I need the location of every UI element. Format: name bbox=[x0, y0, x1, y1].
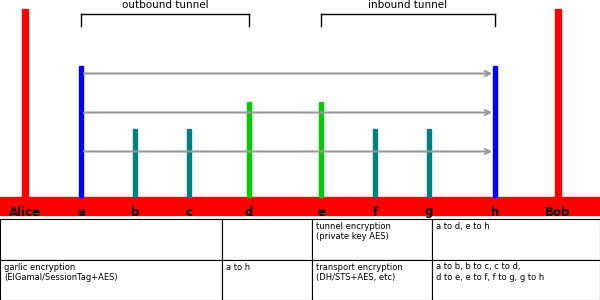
Text: c: c bbox=[185, 206, 193, 218]
Text: outbound tunnel: outbound tunnel bbox=[122, 1, 208, 10]
Text: a to b, b to c, c to d,
d to e, e to f, f to g, g to h: a to b, b to c, c to d, d to e, e to f, … bbox=[436, 262, 544, 282]
Bar bbox=[432, 260, 600, 300]
Bar bbox=[0, 219, 222, 260]
Bar bbox=[22, 9, 28, 196]
Bar bbox=[222, 260, 312, 300]
Text: h: h bbox=[491, 206, 499, 218]
Text: transport encryption
(DH/STS+AES, etc): transport encryption (DH/STS+AES, etc) bbox=[316, 262, 403, 282]
Text: f: f bbox=[373, 206, 377, 218]
Bar bbox=[0, 196, 600, 214]
Bar bbox=[222, 219, 312, 260]
Text: a to d, e to h: a to d, e to h bbox=[436, 222, 490, 231]
Bar bbox=[79, 66, 83, 197]
Bar bbox=[187, 129, 191, 196]
Text: b: b bbox=[131, 206, 139, 218]
Bar bbox=[312, 219, 432, 260]
Bar bbox=[319, 102, 323, 196]
Text: tunnel encryption
(private key AES): tunnel encryption (private key AES) bbox=[316, 222, 391, 242]
Bar bbox=[427, 129, 431, 196]
Text: inbound tunnel: inbound tunnel bbox=[368, 1, 448, 10]
Bar bbox=[247, 102, 251, 196]
Bar bbox=[555, 9, 561, 196]
Text: Bob: Bob bbox=[545, 206, 571, 218]
Bar bbox=[0, 260, 222, 300]
Text: e: e bbox=[317, 206, 325, 218]
Text: d: d bbox=[245, 206, 253, 218]
Text: a to h: a to h bbox=[226, 262, 250, 272]
Text: Alice: Alice bbox=[9, 206, 41, 218]
Bar bbox=[373, 129, 377, 196]
Bar bbox=[432, 219, 600, 260]
Bar bbox=[493, 66, 497, 197]
Text: g: g bbox=[425, 206, 433, 218]
Text: a: a bbox=[77, 206, 85, 218]
Bar bbox=[312, 260, 432, 300]
Bar bbox=[133, 129, 137, 196]
Text: garlic encryption
(ElGamal/SessionTag+AES): garlic encryption (ElGamal/SessionTag+AE… bbox=[4, 262, 118, 282]
